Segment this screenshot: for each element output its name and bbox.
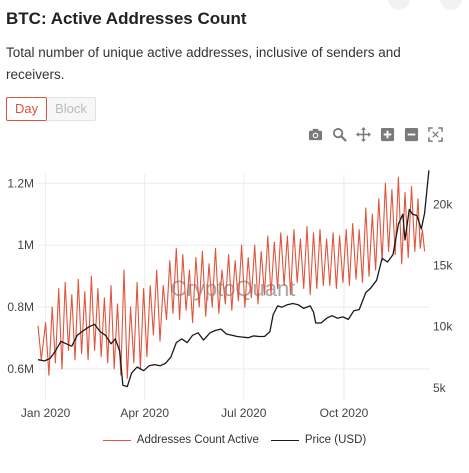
legend-swatch-addresses	[102, 439, 131, 441]
chart-toolbar	[308, 127, 443, 142]
pan-icon[interactable]	[356, 127, 371, 142]
legend-item-addresses[interactable]: Addresses Count Active	[102, 434, 259, 446]
right-axis: 5k 10k 15k 20k	[433, 198, 453, 395]
x-tick-label: Apr 2020	[120, 406, 169, 420]
zoom-out-icon[interactable]	[404, 127, 419, 142]
x-axis: Jan 2020 Apr 2020 Jul 2020 Oct 2020	[21, 406, 369, 420]
y-right-tick-label: 15k	[433, 259, 453, 273]
resolution-tabs: Day Block	[6, 97, 96, 121]
y-left-tick-label: 0.8M	[7, 300, 34, 314]
y-left-tick-label: 0.6M	[7, 362, 34, 376]
y-left-tick-label: 1.2M	[7, 176, 34, 190]
series-line-addresses	[37, 176, 426, 379]
autoscale-icon[interactable]	[428, 127, 443, 142]
y-right-tick-label: 5k	[433, 381, 447, 395]
x-tick-label: Oct 2020	[320, 406, 369, 420]
series-layer	[37, 170, 430, 388]
series-line-price	[37, 170, 430, 388]
left-axis: 0.6M 0.8M 1M 1.2M	[7, 176, 34, 376]
legend-label-addresses: Addresses Count Active	[136, 434, 259, 446]
chart-legend: Addresses Count Active Price (USD)	[0, 434, 469, 446]
decorative-circle	[440, 0, 462, 10]
legend-swatch-price	[270, 439, 299, 441]
legend-label-price: Price (USD)	[304, 434, 367, 446]
legend-item-price[interactable]: Price (USD)	[270, 434, 367, 446]
x-tick-label: Jul 2020	[221, 406, 267, 420]
y-right-tick-label: 10k	[433, 320, 453, 334]
y-right-tick-label: 20k	[433, 198, 453, 212]
zoom-icon[interactable]	[332, 127, 347, 142]
page-title: BTC: Active Addresses Count	[6, 9, 247, 28]
x-tick-label: Jan 2020	[21, 406, 71, 420]
chart-description: Total number of unique active addresses,…	[6, 45, 401, 82]
decorative-circle	[388, 0, 410, 10]
chart-area: 0.6M 0.8M 1M 1.2M 5k 10k 15k 20k Jan 2020 Apr 2…	[7, 170, 453, 420]
zoom-in-icon[interactable]	[380, 127, 395, 142]
tab-day[interactable]: Day	[6, 97, 48, 121]
tab-block[interactable]: Block	[47, 97, 96, 121]
camera-icon[interactable]	[308, 127, 323, 142]
y-left-tick-label: 1M	[17, 238, 34, 252]
